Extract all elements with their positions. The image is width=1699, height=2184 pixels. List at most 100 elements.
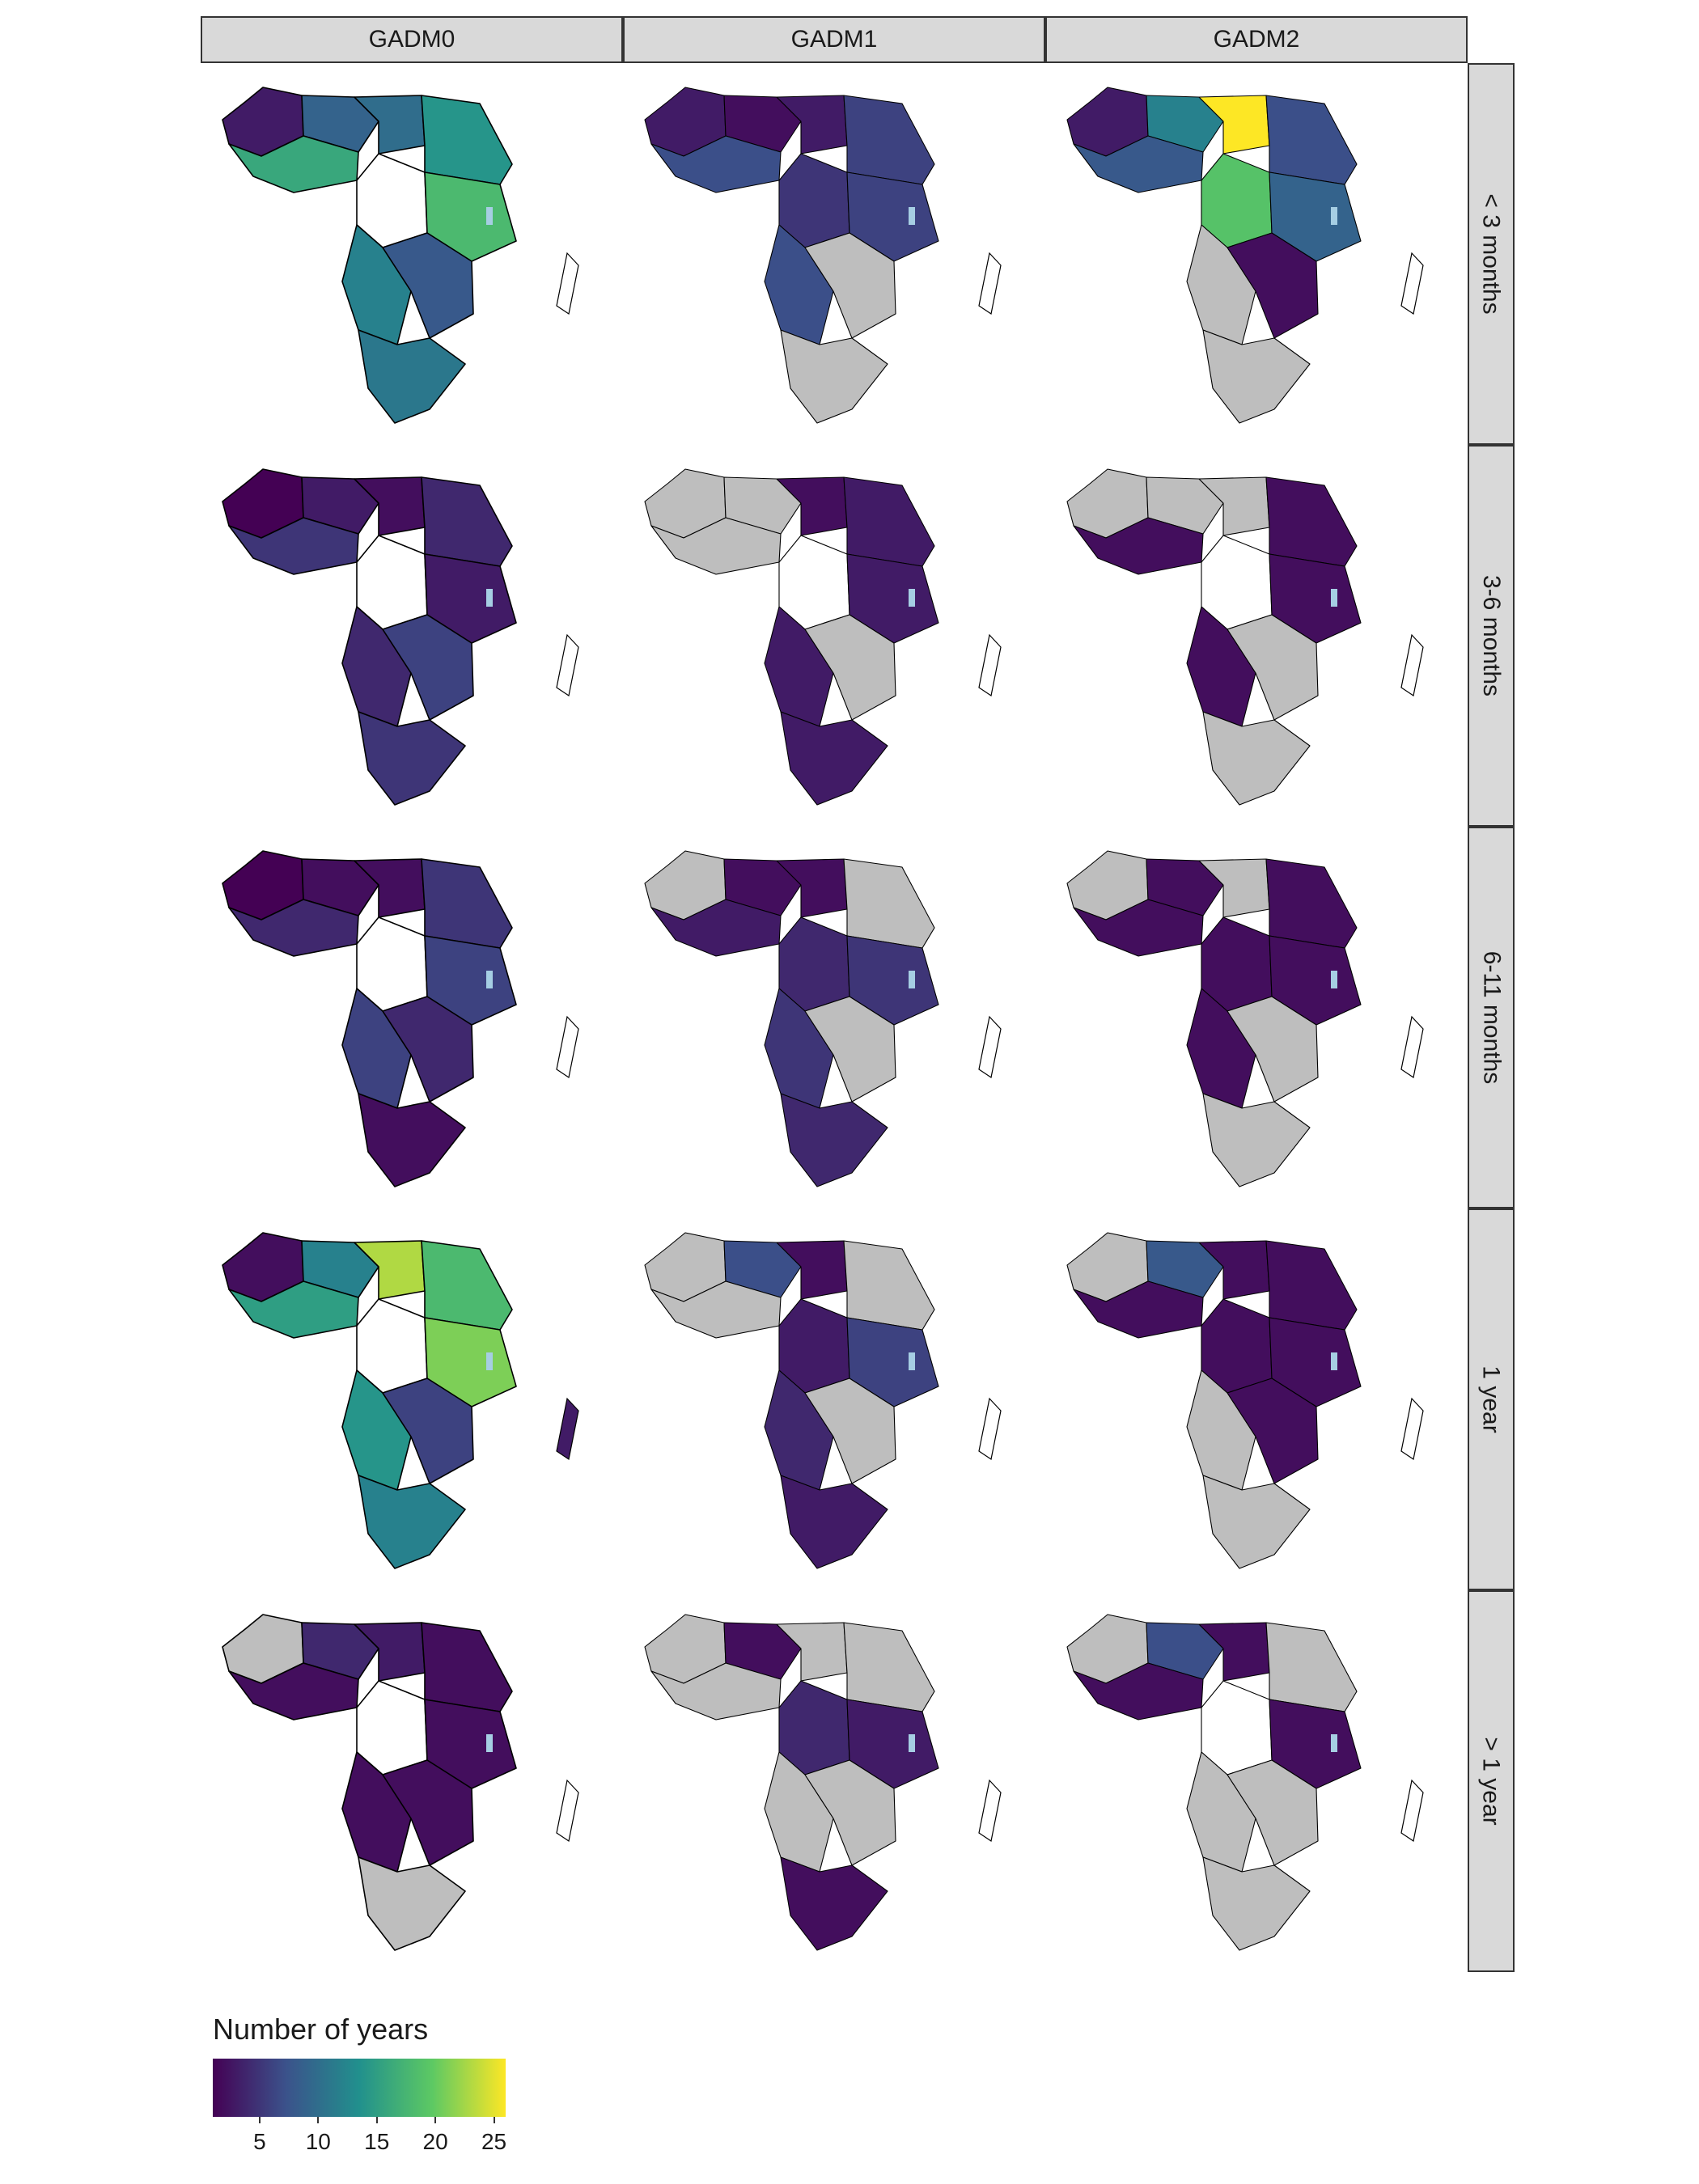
- region-sahel-e: [354, 858, 426, 918]
- facet-label-1-year: 1 year: [1478, 1365, 1506, 1433]
- region-horn: [843, 858, 935, 949]
- region-gulf: [650, 1662, 782, 1721]
- region-south: [358, 329, 466, 424]
- region-central: [1201, 153, 1273, 248]
- region-gulf: [650, 135, 782, 193]
- legend-tick-mark: [258, 2117, 261, 2123]
- region-sahel-w: [1146, 95, 1224, 153]
- facet-strip-1-year: 1 year: [1468, 1208, 1515, 1590]
- map-panel: [1057, 835, 1470, 1211]
- region-sahel-e: [1198, 1622, 1270, 1682]
- legend-tick-label: 15: [364, 2129, 390, 2154]
- africa-map: [644, 1232, 1002, 1569]
- legend-tick-label: 20: [422, 2129, 448, 2154]
- facet-label-under-3-months: < 3 months: [1478, 193, 1506, 315]
- lake-marker: [486, 1734, 493, 1752]
- legend-tick-label: 5: [253, 2129, 266, 2154]
- map-panel: [635, 835, 1048, 1211]
- region-madagascar: [556, 1397, 579, 1460]
- region-madagascar: [978, 1397, 1002, 1460]
- region-east: [424, 553, 517, 644]
- region-gulf: [1073, 1280, 1204, 1339]
- region-south: [780, 1093, 888, 1187]
- region-horn: [421, 1240, 513, 1331]
- africa-map: [222, 1614, 579, 1951]
- facet-strip-under-3-months: < 3 months: [1468, 63, 1515, 445]
- region-central: [1201, 1680, 1273, 1776]
- lake-marker: [1331, 1352, 1337, 1370]
- region-gulf: [228, 517, 359, 575]
- region-sahel-e: [354, 476, 426, 536]
- region-central: [778, 1680, 850, 1776]
- facet-label-over-1-year: > 1 year: [1478, 1737, 1506, 1826]
- region-horn: [421, 1622, 513, 1712]
- region-gulf: [650, 517, 782, 575]
- region-sahel-w: [1146, 1622, 1224, 1680]
- region-madagascar: [978, 633, 1002, 696]
- africa-map: [1066, 87, 1424, 424]
- region-east: [1269, 553, 1362, 644]
- lake-marker: [909, 1734, 915, 1752]
- legend-tick-mark: [317, 2117, 320, 2123]
- region-south: [1202, 711, 1311, 806]
- facet-label-3-6-months: 3-6 months: [1478, 574, 1506, 697]
- lake-marker: [486, 589, 493, 607]
- lake-marker: [1331, 207, 1337, 225]
- region-sahel-w: [723, 476, 802, 535]
- africa-map: [644, 87, 1002, 424]
- map-panel: [1057, 71, 1470, 447]
- africa-map: [1066, 1232, 1424, 1569]
- lake-marker: [1331, 1734, 1337, 1752]
- region-central: [1201, 535, 1273, 630]
- region-sahel-e: [776, 858, 848, 918]
- map-panel: [213, 453, 625, 829]
- region-sahel-e: [776, 1622, 848, 1682]
- region-gulf: [228, 1280, 359, 1339]
- region-sahel-e: [354, 1240, 426, 1300]
- region-madagascar: [978, 1779, 1002, 1842]
- lake-marker: [909, 1352, 915, 1370]
- facet-label-6-11-months: 6-11 months: [1478, 950, 1505, 1085]
- region-gulf: [650, 1280, 782, 1339]
- region-gulf: [650, 899, 782, 957]
- facet-strip-over-1-year: > 1 year: [1468, 1590, 1515, 1972]
- region-sahel-e: [354, 95, 426, 154]
- region-south: [358, 1475, 466, 1569]
- lake-marker: [486, 207, 493, 225]
- region-sahel-e: [1198, 858, 1270, 918]
- region-central: [778, 1298, 850, 1394]
- facet-label-gadm2: GADM2: [1213, 26, 1300, 53]
- africa-map: [1066, 468, 1424, 806]
- region-east: [424, 171, 517, 262]
- region-madagascar: [1400, 633, 1424, 696]
- africa-map: [222, 850, 579, 1187]
- map-panel: [635, 1217, 1048, 1593]
- legend-tick-label: 25: [481, 2129, 507, 2154]
- region-horn: [1265, 1622, 1358, 1712]
- region-south: [1202, 1856, 1311, 1951]
- region-south: [358, 1093, 466, 1187]
- region-madagascar: [1400, 1015, 1424, 1078]
- region-east: [424, 1699, 517, 1789]
- lake-marker: [909, 971, 915, 988]
- region-gulf: [228, 1662, 359, 1721]
- map-panel: [635, 1598, 1048, 1974]
- region-central: [778, 153, 850, 248]
- region-horn: [421, 95, 513, 185]
- africa-map: [222, 468, 579, 806]
- region-south: [1202, 329, 1311, 424]
- legend-tick-mark: [434, 2117, 437, 2123]
- region-sahel-e: [776, 476, 848, 536]
- region-horn: [843, 1622, 935, 1712]
- region-horn: [1265, 858, 1358, 949]
- map-panel: [213, 1598, 625, 1974]
- legend-tick-label: 10: [305, 2129, 331, 2154]
- region-madagascar: [1400, 252, 1424, 315]
- map-panel: [213, 71, 625, 447]
- region-south: [780, 329, 888, 424]
- region-madagascar: [1400, 1779, 1424, 1842]
- region-sahel-w: [301, 858, 379, 916]
- map-panel: [213, 1217, 625, 1593]
- region-madagascar: [978, 252, 1002, 315]
- region-south: [1202, 1475, 1311, 1569]
